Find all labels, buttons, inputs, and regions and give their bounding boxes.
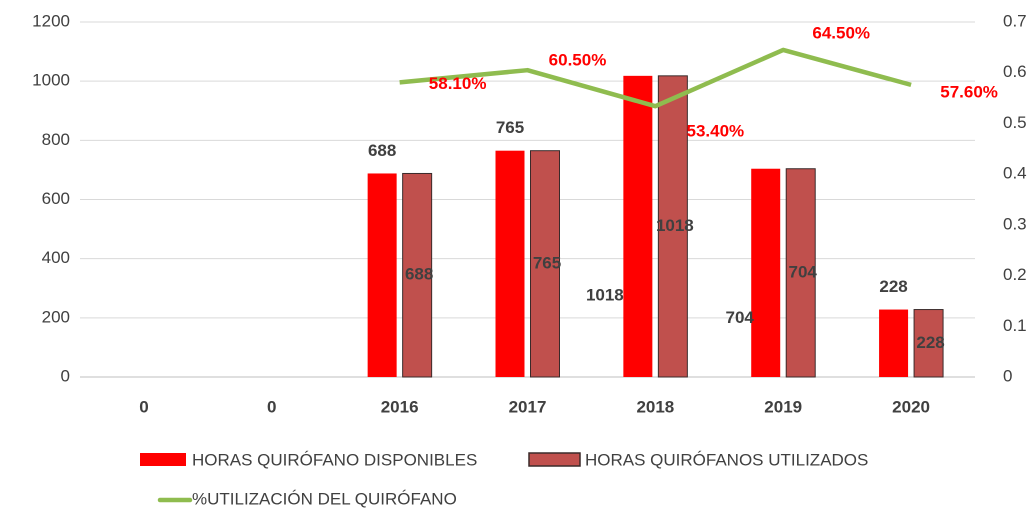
legend-label: HORAS QUIRÓFANO DISPONIBLES [192, 450, 477, 469]
data-label: 704 [726, 308, 755, 327]
x-tick-label: 2017 [509, 397, 547, 416]
y2-tick-label: 0.7 [1003, 11, 1027, 30]
legend-label: %UTILIZACIÓN DEL QUIRÓFANO [192, 489, 457, 508]
x-tick-label: 0 [267, 397, 276, 416]
x-tick-label: 0 [139, 397, 148, 416]
data-label: 228 [916, 333, 944, 352]
x-tick-label: 2018 [636, 397, 674, 416]
y-tick-label: 800 [42, 130, 70, 149]
data-label: 53.40% [687, 122, 745, 141]
y-tick-label: 1200 [32, 11, 70, 30]
y2-tick-label: 0.6 [1003, 62, 1027, 81]
bar [657, 75, 688, 378]
legend-label: HORAS QUIRÓFANOS UTILIZADOS [585, 450, 868, 469]
x-tick-label: 2019 [764, 397, 802, 416]
bar [785, 168, 816, 378]
bar [402, 172, 433, 378]
y2-tick-label: 0.3 [1003, 214, 1027, 233]
bar [751, 168, 781, 377]
data-label: 1018 [656, 216, 694, 235]
data-label: 765 [496, 118, 524, 137]
y-tick-label: 600 [42, 189, 70, 208]
data-label: 765 [533, 253, 561, 272]
x-tick-label: 2016 [381, 397, 419, 416]
line [399, 47, 912, 109]
bar [879, 309, 909, 377]
data-label: 228 [879, 277, 907, 296]
bar [913, 309, 944, 378]
data-label: 704 [789, 262, 818, 281]
legend-swatch [140, 453, 186, 466]
legend-swatch [528, 452, 581, 467]
data-label: 688 [405, 265, 433, 284]
data-label: 688 [368, 141, 396, 160]
y2-tick-label: 0.4 [1003, 164, 1027, 183]
bar [623, 75, 653, 377]
y2-tick-label: 0.1 [1003, 316, 1027, 335]
data-label: 57.60% [940, 82, 998, 101]
y2-tick-label: 0 [1003, 366, 1012, 385]
bar [495, 150, 525, 377]
y-tick-label: 1000 [32, 71, 70, 90]
y-tick-label: 200 [42, 307, 70, 326]
data-label: 60.50% [549, 51, 607, 70]
data-label: 64.50% [812, 23, 870, 42]
y2-tick-label: 0.5 [1003, 113, 1027, 132]
data-label: 1018 [586, 285, 624, 304]
bar [367, 173, 397, 377]
y-tick-label: 0 [61, 366, 70, 385]
y-tick-label: 400 [42, 248, 70, 267]
y2-tick-label: 0.2 [1003, 265, 1027, 284]
data-label: 58.10% [429, 74, 487, 93]
bar [530, 150, 560, 378]
x-tick-label: 2020 [892, 397, 930, 416]
